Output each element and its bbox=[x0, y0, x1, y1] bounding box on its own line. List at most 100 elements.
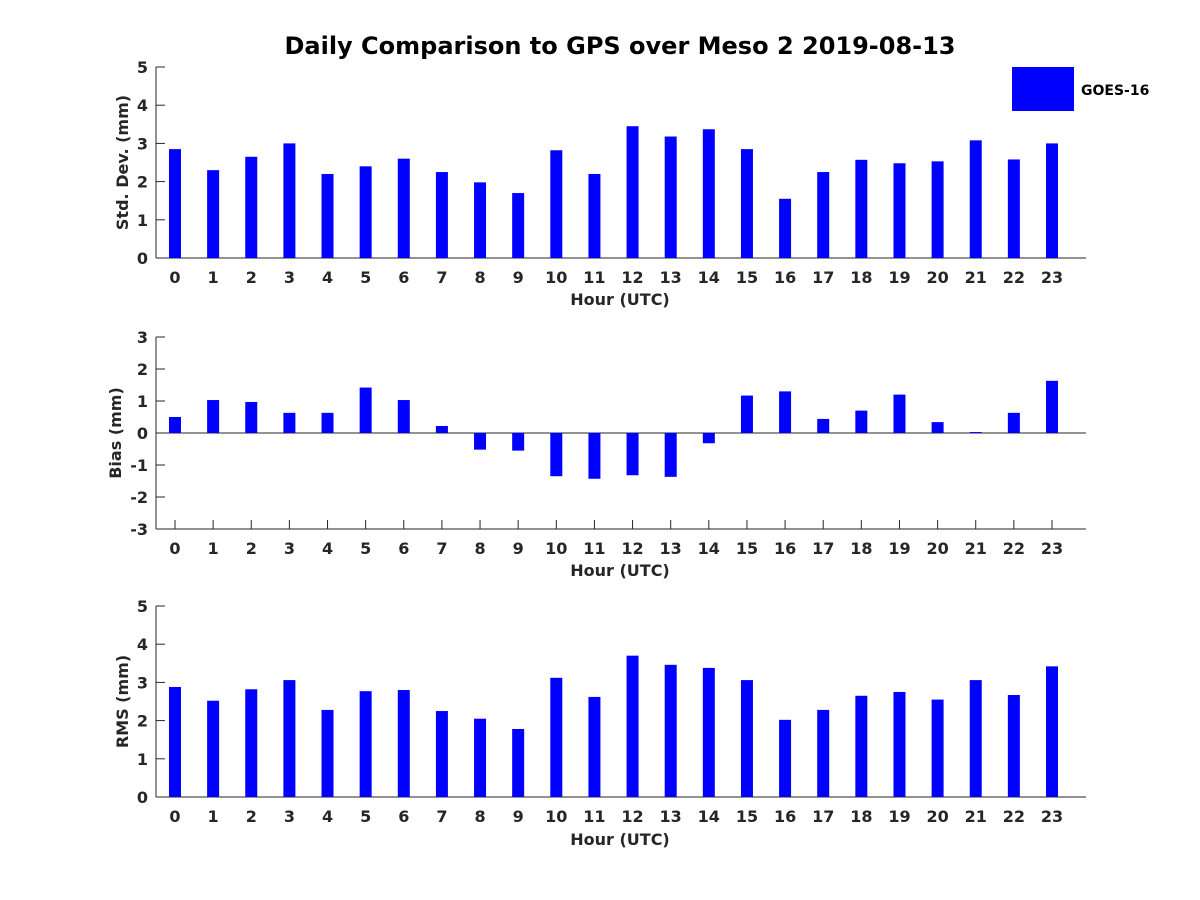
bar bbox=[969, 680, 982, 797]
x-tick-label: 11 bbox=[583, 807, 605, 826]
x-tick-label: 16 bbox=[774, 268, 796, 287]
bar bbox=[169, 417, 181, 433]
bar bbox=[1007, 412, 1020, 433]
bar bbox=[740, 680, 753, 797]
x-tick-label: 13 bbox=[660, 807, 682, 826]
x-axis-label: Hour (UTC) bbox=[570, 290, 670, 309]
x-tick-label: 11 bbox=[583, 268, 605, 287]
bar bbox=[740, 395, 753, 433]
bar bbox=[817, 172, 830, 258]
x-tick-label: 5 bbox=[360, 539, 371, 558]
x-tick-label: 8 bbox=[474, 807, 485, 826]
x-tick-label: 3 bbox=[284, 807, 295, 826]
x-axis-label: Hour (UTC) bbox=[570, 830, 670, 849]
x-tick-label: 20 bbox=[926, 539, 948, 558]
bar bbox=[931, 699, 944, 797]
bar bbox=[702, 129, 715, 258]
x-tick-label: 21 bbox=[965, 268, 987, 287]
x-tick-label: 4 bbox=[322, 539, 333, 558]
x-tick-label: 3 bbox=[284, 539, 295, 558]
bar bbox=[169, 149, 181, 258]
x-tick-label: 9 bbox=[513, 268, 524, 287]
y-tick-label: 5 bbox=[137, 597, 148, 616]
x-tick-label: 6 bbox=[398, 807, 409, 826]
x-tick-label: 17 bbox=[812, 807, 834, 826]
bar bbox=[397, 690, 410, 797]
bar bbox=[359, 691, 372, 797]
x-tick-label: 2 bbox=[246, 807, 257, 826]
bar bbox=[283, 680, 296, 797]
x-tick-label: 10 bbox=[545, 268, 567, 287]
bar bbox=[931, 161, 944, 258]
bar bbox=[207, 400, 220, 433]
y-tick-label: 1 bbox=[137, 392, 148, 411]
y-tick-label: 4 bbox=[137, 635, 148, 654]
x-tick-label: 8 bbox=[474, 539, 485, 558]
bar bbox=[702, 433, 715, 444]
bar bbox=[626, 126, 639, 259]
bar bbox=[169, 686, 181, 797]
bar bbox=[283, 412, 296, 433]
x-tick-label: 9 bbox=[513, 539, 524, 558]
x-tick-label: 2 bbox=[246, 268, 257, 287]
bar bbox=[207, 170, 220, 258]
x-tick-label: 22 bbox=[1003, 539, 1025, 558]
x-tick-label: 20 bbox=[926, 807, 948, 826]
bar bbox=[321, 412, 334, 433]
x-tick-label: 19 bbox=[888, 268, 910, 287]
bar bbox=[245, 401, 258, 433]
y-tick-label: 1 bbox=[137, 750, 148, 769]
bar bbox=[321, 709, 334, 797]
x-tick-label: 23 bbox=[1041, 539, 1063, 558]
x-tick-label: 23 bbox=[1041, 807, 1063, 826]
x-tick-label: 1 bbox=[208, 539, 219, 558]
x-tick-label: 5 bbox=[360, 807, 371, 826]
x-tick-label: 17 bbox=[812, 268, 834, 287]
bar bbox=[397, 158, 410, 258]
bar bbox=[550, 150, 563, 258]
x-tick-label: 0 bbox=[169, 268, 180, 287]
y-tick-label: 3 bbox=[137, 673, 148, 692]
bar bbox=[359, 166, 372, 258]
x-tick-label: 15 bbox=[736, 268, 758, 287]
bar bbox=[702, 667, 715, 797]
bar bbox=[893, 163, 906, 258]
bar bbox=[1045, 380, 1058, 433]
y-axis-label: Bias (mm) bbox=[106, 387, 125, 479]
y-tick-label: 2 bbox=[137, 712, 148, 731]
bar bbox=[207, 700, 220, 797]
bar bbox=[969, 140, 982, 258]
bar bbox=[283, 143, 296, 258]
x-tick-label: 11 bbox=[583, 539, 605, 558]
bar bbox=[474, 433, 487, 450]
x-tick-label: 10 bbox=[545, 539, 567, 558]
bar bbox=[435, 425, 448, 433]
bar bbox=[893, 691, 906, 797]
x-tick-label: 9 bbox=[513, 807, 524, 826]
bar bbox=[512, 193, 525, 258]
y-tick-label: -1 bbox=[130, 456, 148, 475]
x-tick-label: 15 bbox=[736, 807, 758, 826]
x-tick-label: 14 bbox=[698, 807, 720, 826]
bar bbox=[893, 394, 906, 433]
bar bbox=[397, 400, 410, 433]
legend: GOES-16 bbox=[1012, 67, 1149, 111]
bar bbox=[512, 433, 525, 451]
x-tick-label: 21 bbox=[965, 807, 987, 826]
x-tick-label: 4 bbox=[322, 268, 333, 287]
x-tick-label: 4 bbox=[322, 807, 333, 826]
x-tick-label: 1 bbox=[208, 268, 219, 287]
y-tick-label: 5 bbox=[137, 58, 148, 77]
x-tick-label: 22 bbox=[1003, 268, 1025, 287]
x-tick-label: 7 bbox=[436, 268, 447, 287]
bar bbox=[359, 387, 372, 433]
x-tick-label: 2 bbox=[246, 539, 257, 558]
y-tick-label: 1 bbox=[137, 211, 148, 230]
bar bbox=[588, 696, 601, 797]
x-tick-label: 13 bbox=[660, 268, 682, 287]
x-tick-label: 13 bbox=[660, 539, 682, 558]
bar bbox=[550, 433, 563, 477]
